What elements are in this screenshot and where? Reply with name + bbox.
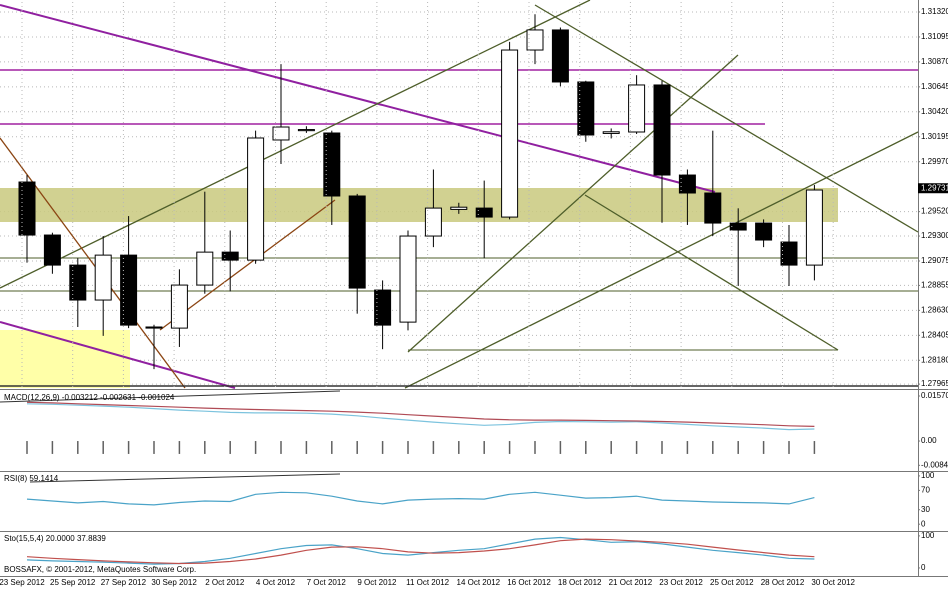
- candle-body: [196, 251, 214, 286]
- x-tick-label: 21 Oct 2012: [609, 578, 653, 587]
- trend-line: [0, 0, 591, 289]
- panel-borders: [0, 0, 948, 577]
- y-tick-label: 30: [921, 505, 930, 514]
- y-tick-label: 0: [921, 563, 926, 572]
- candle-body: [272, 126, 290, 141]
- indicator-line: [26, 401, 815, 427]
- y-tick-label: -0.00846: [921, 460, 948, 469]
- candle-body: [755, 222, 773, 241]
- candle-body: [43, 234, 61, 266]
- y-tick-label: 1.29520: [921, 207, 948, 216]
- candle-body: [170, 284, 188, 329]
- candle-body: [450, 206, 468, 210]
- candle-body: [780, 241, 798, 266]
- candle-body: [120, 254, 138, 326]
- candle-body: [399, 235, 417, 323]
- zone: [0, 330, 130, 388]
- x-tick-label: 25 Sep 2012: [50, 578, 96, 587]
- x-tick-label: 23 Sep 2012: [0, 578, 45, 587]
- trend-line: [584, 194, 839, 351]
- x-tick-label: 11 Oct 2012: [406, 578, 450, 587]
- indicator-line: [26, 403, 815, 431]
- y-tick-label: 1.31095: [921, 32, 948, 41]
- y-tick-label: 1.30870: [921, 57, 948, 66]
- trend-line: [0, 321, 236, 389]
- y-tick-label: 0: [921, 519, 926, 528]
- x-tick-label: 4 Oct 2012: [256, 578, 296, 587]
- y-tick-label: 100: [921, 471, 935, 480]
- candle-body: [805, 189, 823, 266]
- candle-body: [69, 264, 87, 301]
- candle-body: [424, 207, 442, 237]
- x-tick-label: 18 Oct 2012: [558, 578, 602, 587]
- trend-line: [159, 199, 336, 331]
- candle-body: [247, 137, 265, 261]
- trend-line: [29, 473, 341, 483]
- candle-body: [145, 326, 163, 329]
- indicator-line: [26, 538, 815, 565]
- annotation: BOSSAFX, © 2001-2012, MetaQuotes Softwar…: [4, 565, 196, 574]
- y-tick-label: 1.28630: [921, 305, 948, 314]
- y-tick-label: 0.00: [921, 436, 937, 445]
- candle-body: [297, 129, 315, 132]
- indicator-line: [26, 536, 815, 565]
- trend-line: [404, 131, 919, 389]
- indicator-line: [26, 491, 815, 506]
- x-tick-label: 14 Oct 2012: [457, 578, 501, 587]
- candle-body: [729, 222, 747, 231]
- x-tick-label: 2 Oct 2012: [205, 578, 245, 587]
- indicator-title: Sto(15,5,4) 20.0000 37.8839: [4, 534, 106, 543]
- candle-body: [94, 254, 112, 301]
- trend-line: [0, 4, 716, 193]
- price-tag: [918, 183, 948, 194]
- x-tick-label: 30 Oct 2012: [811, 578, 855, 587]
- x-tick-label: 7 Oct 2012: [307, 578, 347, 587]
- y-tick-label: 1.30420: [921, 107, 948, 116]
- y-tick-label: 1.29300: [921, 231, 948, 240]
- x-tick-label: 25 Oct 2012: [710, 578, 754, 587]
- candle-body: [678, 174, 696, 194]
- candle-body: [221, 251, 239, 261]
- x-tick-label: 28 Oct 2012: [761, 578, 805, 587]
- candle-body: [653, 84, 671, 176]
- x-tick-label: 27 Sep 2012: [101, 578, 147, 587]
- price-tag-label: 1.29731: [921, 183, 948, 192]
- trend-line: [407, 54, 739, 353]
- candle-body: [577, 81, 595, 136]
- y-tick-label: 70: [921, 485, 930, 494]
- candle-body: [526, 29, 544, 51]
- y-tick-label: 100: [921, 531, 935, 540]
- indicator-title: RSI(8) 59.1414: [4, 474, 59, 483]
- y-tick-label: 1.29970: [921, 157, 948, 166]
- candle-body: [374, 289, 392, 326]
- candle-body: [348, 195, 366, 289]
- trend-line: [0, 390, 341, 403]
- y-tick-label: 1.27965: [921, 379, 948, 388]
- y-tick-label: 1.29075: [921, 256, 948, 265]
- indicator-title: MACD(12,26,9) -0.003212 -0.002631 -0.001…: [4, 393, 175, 402]
- y-tick-label: 1.30645: [921, 82, 948, 91]
- y-tick-label: 1.28855: [921, 281, 948, 290]
- zone: [0, 188, 838, 222]
- x-tick-label: 9 Oct 2012: [357, 578, 397, 587]
- x-tick-label: 30 Sep 2012: [151, 578, 197, 587]
- candle-body: [475, 207, 493, 218]
- y-tick-label: 0.015701: [921, 391, 948, 400]
- y-tick-label: 1.31320: [921, 7, 948, 16]
- x-tick-label: 16 Oct 2012: [507, 578, 551, 587]
- y-tick-label: 1.30195: [921, 132, 948, 141]
- trend-line: [534, 4, 919, 233]
- candle-body: [602, 131, 620, 134]
- candle-body: [323, 132, 341, 197]
- candle-body: [18, 181, 36, 236]
- candle-body: [704, 192, 722, 224]
- candle-body: [551, 29, 569, 83]
- candle-body: [628, 84, 646, 133]
- y-tick-label: 1.28405: [921, 330, 948, 339]
- y-tick-label: 1.28180: [921, 355, 948, 364]
- x-tick-label: 23 Oct 2012: [659, 578, 703, 587]
- candle-body: [501, 49, 519, 218]
